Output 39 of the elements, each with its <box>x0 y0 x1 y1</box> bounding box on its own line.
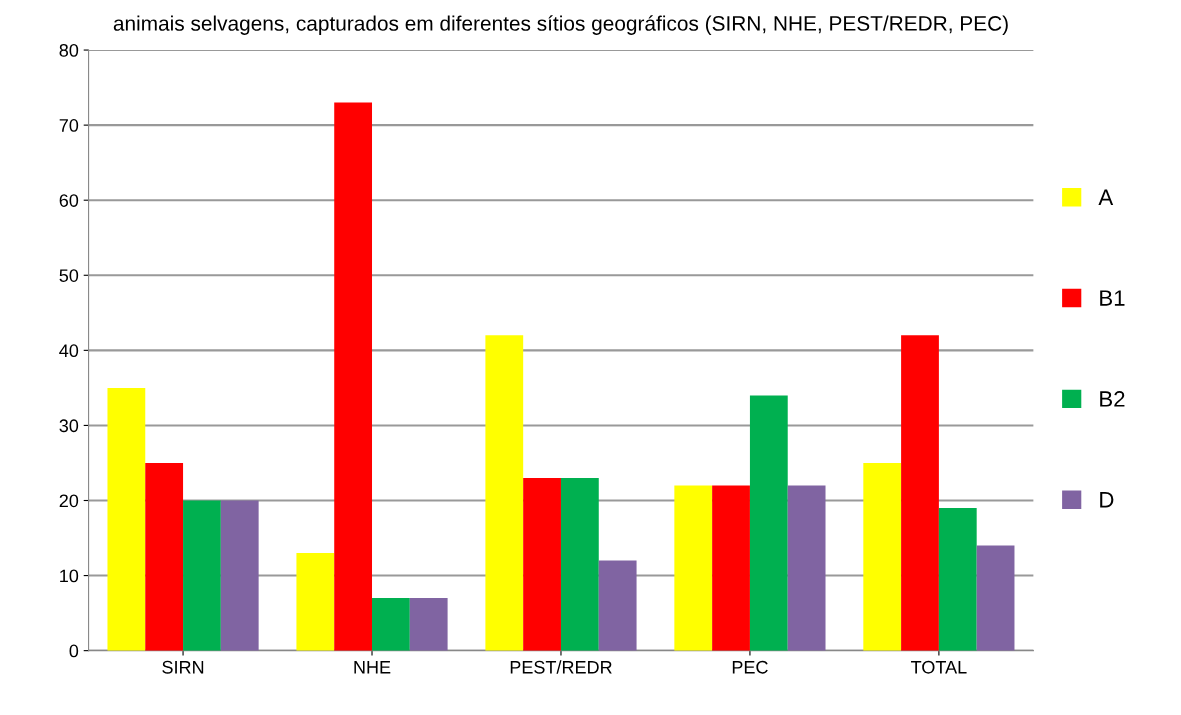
legend-label: D <box>1100 492 1114 508</box>
x-tick-label: NHE <box>354 661 391 674</box>
y-tick-label: 50 <box>59 269 79 282</box>
x-tick-label: PEST/REDR <box>510 660 612 674</box>
y-tick-label: 60 <box>59 194 79 207</box>
x-tick-label: SIRN <box>162 660 204 674</box>
y-tick-label: 0 <box>69 644 79 658</box>
bar <box>107 387 146 651</box>
chart-title: animais selvagens, capturados em diferentes sítios geográficos (SIRN, NHE, PEST/REDR, PEC) <box>113 15 1008 35</box>
bar <box>183 500 221 651</box>
bar <box>598 560 637 651</box>
bar <box>485 335 524 651</box>
bar <box>372 598 410 651</box>
legend-label: A <box>1098 189 1114 205</box>
bar <box>712 485 750 651</box>
y-tick-label: 70 <box>59 119 79 132</box>
y-tick-label: 10 <box>60 569 79 583</box>
bar <box>938 508 977 651</box>
bar <box>409 598 448 651</box>
x-tick-label: TOTAL <box>911 660 967 674</box>
bar <box>749 395 788 651</box>
bar <box>674 485 713 651</box>
y-tick-label: 80 <box>59 43 79 57</box>
bar <box>523 477 561 651</box>
bar <box>863 462 902 651</box>
bar <box>560 477 599 651</box>
x-tick-label: PEC <box>732 660 768 674</box>
legend-label: B2 <box>1100 391 1125 407</box>
y-tick-label: 20 <box>59 494 79 508</box>
bar <box>145 462 184 651</box>
legend-label: B1 <box>1100 290 1125 306</box>
bar <box>901 335 939 651</box>
bar <box>976 545 1015 651</box>
bar <box>220 500 259 651</box>
bar <box>296 553 335 651</box>
y-tick-label: 30 <box>59 419 79 433</box>
bar <box>334 102 373 651</box>
bar <box>787 485 826 651</box>
y-tick-label: 40 <box>59 344 79 358</box>
